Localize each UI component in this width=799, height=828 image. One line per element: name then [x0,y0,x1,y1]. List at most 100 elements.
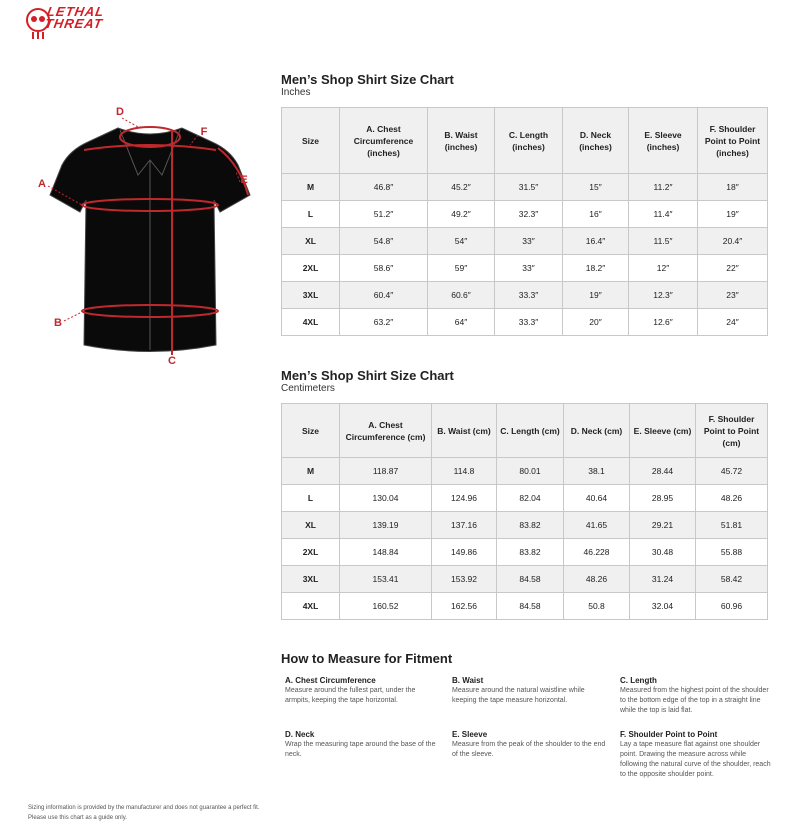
size-cell: 33″ [494,227,563,255]
size-cell: 16.4″ [562,227,629,255]
size-cell: 83.82 [496,538,564,566]
size-cell: 31.24 [629,565,696,593]
size-cell: 60.6″ [427,281,495,309]
size-label: M [281,173,340,201]
guide-label: A. Chest Circumference [285,676,376,685]
size-cell: 48.26 [695,484,768,512]
size-cell: 130.04 [339,484,432,512]
header-cell: F. Shoulder Point to Point (cm) [695,403,768,458]
size-cell: 50.8 [563,592,630,620]
guide-label: B. Waist [452,676,484,685]
size-cell: 49.2″ [427,200,495,228]
size-cell: 60.96 [695,592,768,620]
size-row: XL 54.8″ 54″ 33″ 16.4″ 11.5″ 20.4″ [281,227,768,255]
size-row: 3XL 153.41 153.92 84.58 48.26 31.24 58.42 [281,565,768,593]
table-title: Men’s Shop Shirt Size Chart [281,368,454,383]
size-cell: 118.87 [339,457,432,485]
size-cell: 64″ [427,308,495,336]
size-cell: 33″ [494,254,563,282]
size-cell: 58.6″ [339,254,428,282]
size-cell: 19″ [562,281,629,309]
size-cell: 11.2″ [628,173,698,201]
guide-label: F. Shoulder Point to Point [620,730,718,739]
header-row: Size A. Chest Circumference (inches) B. Wa… [281,107,768,174]
size-row: 2XL 148.84 149.86 83.82 46.228 30.48 55.88 [281,538,768,566]
size-cell: 12.3″ [628,281,698,309]
diagram-label: F [201,126,208,138]
size-row: L 130.04 124.96 82.04 40.64 28.95 48.26 [281,484,768,512]
guide-label: E. Sleeve [452,730,488,739]
size-label: L [281,200,340,228]
size-cell: 31.5″ [494,173,563,201]
guide-text: Wrap the measuring tape around the base … [285,741,436,758]
size-cell: 149.86 [431,538,497,566]
guide-item: E. Sleeve Measure from the peak of the sh… [452,730,607,760]
guide-item: C. Length Measured from the highest point… [620,676,775,716]
guide-text: Measure around the fullest part, under t… [285,687,416,704]
diagram-label: A [38,178,46,190]
size-cell: 84.58 [496,592,564,620]
guide-label: D. Neck [285,730,315,739]
size-cell: 82.04 [496,484,564,512]
size-cell: 139.19 [339,511,432,539]
size-cell: 58.42 [695,565,768,593]
header-cell: C. Length (cm) [496,403,564,458]
size-cell: 20.4″ [697,227,768,255]
size-label: 3XL [281,565,340,593]
header-cell: B. Waist (inches) [427,107,495,174]
size-cell: 29.21 [629,511,696,539]
size-row: 4XL 160.52 162.56 84.58 50.8 32.04 60.96 [281,592,768,620]
size-label: XL [281,511,340,539]
size-cell: 114.8 [431,457,497,485]
size-cell: 15″ [562,173,629,201]
header-cell: C. Length (inches) [494,107,563,174]
header-cell: E. Sleeve (inches) [628,107,698,174]
size-cell: 137.16 [431,511,497,539]
size-cell: 12.6″ [628,308,698,336]
size-label: M [281,457,340,485]
header-row: Size A. Chest Circumference (cm) B. Waist … [281,403,768,458]
table-title: Men’s Shop Shirt Size Chart [281,72,454,87]
size-row: 4XL 63.2″ 64″ 33.3″ 20″ 12.6″ 24″ [281,308,768,336]
size-label: 2XL [281,254,340,282]
diagram-label: C [168,355,176,367]
size-label: 3XL [281,281,340,309]
size-label: 2XL [281,538,340,566]
size-label: 4XL [281,592,340,620]
size-cell: 40.64 [563,484,630,512]
size-table: Size A. Chest Circumference (cm) B. Waist … [281,403,768,620]
table-unit: Centimeters [281,383,335,394]
header-cell: D. Neck (cm) [563,403,630,458]
size-cell: 48.26 [563,565,630,593]
size-row: XL 139.19 137.16 83.82 41.65 29.21 51.81 [281,511,768,539]
size-row: M 118.87 114.8 80.01 38.1 28.44 45.72 [281,457,768,485]
size-cell: 54.8″ [339,227,428,255]
size-cell: 33.3″ [494,281,563,309]
guide-item: F. Shoulder Point to Point Lay a tape mea… [620,730,775,780]
size-cell: 63.2″ [339,308,428,336]
size-cell: 148.84 [339,538,432,566]
size-label: XL [281,227,340,255]
guide-item: B. Waist Measure around the natural waist… [452,676,607,706]
diagram-label: D [116,106,124,118]
shirt-diagram: A B C D E F [38,106,251,367]
logo: LETHAL THREAT [44,4,106,31]
footer-note: Sizing information is provided by the ma… [28,805,260,811]
header-cell: D. Neck (inches) [562,107,629,174]
size-cell: 22″ [697,254,768,282]
footer-note: Please use this chart as a guide only. [28,815,127,821]
size-cell: 54″ [427,227,495,255]
header-cell: F. Shoulder Point to Point (inches) [697,107,768,174]
size-cell: 12″ [628,254,698,282]
table-unit: Inches [281,87,311,98]
guide-text: Measure around the natural waistline whi… [452,687,585,704]
size-cell: 16″ [562,200,629,228]
size-label: L [281,484,340,512]
guide-title: How to Measure for Fitment [281,651,453,666]
header-cell: A. Chest Circumference (inches) [339,107,428,174]
size-table: Size A. Chest Circumference (inches) B. Wa… [281,107,768,336]
size-cell: 24″ [697,308,768,336]
size-cell: 46.228 [563,538,630,566]
size-cell: 20″ [562,308,629,336]
diagram-label: B [54,317,62,329]
